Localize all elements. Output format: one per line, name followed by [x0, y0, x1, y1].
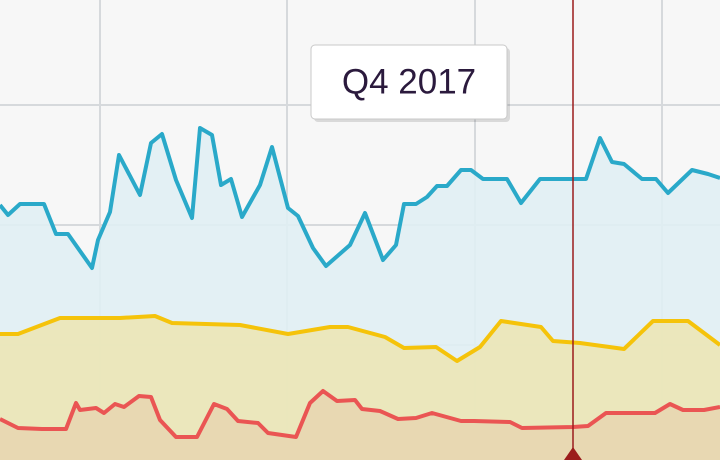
- series-line: [0, 314, 720, 363]
- plot: [0, 126, 720, 460]
- tooltip-label: Q4 2017: [342, 62, 476, 101]
- overlay: Q4 2017: [310, 0, 582, 460]
- crosshair-handle: [564, 447, 582, 460]
- series-line: [0, 126, 720, 270]
- area-fill: [0, 316, 720, 460]
- area-fill: [0, 391, 720, 460]
- series-line: [0, 389, 720, 439]
- tooltip: [310, 44, 508, 120]
